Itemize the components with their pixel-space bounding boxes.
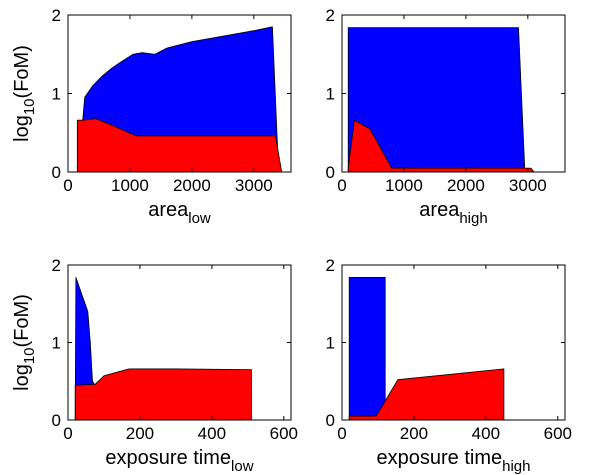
y-axis-label-rest: (FoM) [11,294,33,347]
x-tick-label: 600 [544,424,572,443]
x-tick-label: 3000 [509,176,547,195]
x-tick-label: 0 [337,424,346,443]
x-axis-label-subscript: low [231,458,254,475]
x-axis-label-base: area [419,199,460,221]
y-tick-label: 1 [326,334,335,353]
x-tick-label: 0 [63,176,72,195]
x-tick-label: 200 [126,424,154,443]
y-axis-label-base: log [11,364,33,391]
subplot-exposure-time-high: 0 200 400 600 0 1 2 exposure timehigh [326,256,572,475]
y-tick-label: 2 [326,6,335,25]
y-tick-label: 0 [52,163,61,182]
x-tick-label: 600 [270,424,298,443]
y-axis-label-subscript: 10 [21,98,38,115]
y-axis-label: log10(FoM) [11,294,38,391]
series-area-blue [348,276,386,421]
x-axis-label: areahigh [419,199,487,227]
x-tick-label: 3000 [235,176,273,195]
y-tick-label: 0 [326,163,335,182]
x-tick-label: 200 [400,424,428,443]
y-axis-label-base: log [11,115,33,142]
x-tick-label: 2000 [173,176,211,195]
x-axis-label: exposure timelow [105,447,253,475]
y-tick-label: 2 [326,256,335,275]
y-tick-label: 1 [52,334,61,353]
subplot-area-low: 0 1000 2000 3000 0 1 2 arealow log10(FoM) [11,6,292,227]
y-tick-label: 0 [326,411,335,430]
y-axis-label-subscript: 10 [21,347,38,364]
x-axis-label: arealow [148,199,211,227]
y-tick-label: 1 [326,85,335,104]
y-tick-label: 2 [52,256,61,275]
x-axis-label-base: exposure time [377,447,503,469]
y-tick-label: 2 [52,6,61,25]
x-tick-label: 400 [472,424,500,443]
x-axis-label-base: exposure time [105,447,231,469]
x-tick-label: 0 [337,176,346,195]
x-tick-label: 400 [198,424,226,443]
y-tick-label: 0 [52,411,61,430]
x-tick-label: 1000 [385,176,423,195]
y-axis-label: log10(FoM) [11,45,38,142]
x-tick-label: 1000 [111,176,149,195]
x-axis-label-base: area [148,199,189,221]
x-axis-label-subscript: high [502,458,530,475]
x-axis-label: exposure timehigh [377,447,531,475]
x-tick-label: 2000 [447,176,485,195]
subplot-area-high: 0 1000 2000 3000 0 1 2 areahigh [326,6,566,227]
x-axis-label-subscript: high [459,210,487,227]
y-tick-label: 1 [52,85,61,104]
x-axis-label-subscript: low [188,210,211,227]
y-axis-label-rest: (FoM) [11,45,33,98]
x-tick-label: 0 [63,424,72,443]
subplot-exposure-time-low: 0 200 400 600 0 1 2 exposure timelow log10(FoM) [11,256,298,475]
